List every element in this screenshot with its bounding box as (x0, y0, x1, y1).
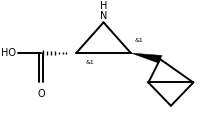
Text: O: O (37, 89, 45, 99)
Text: H: H (99, 1, 107, 11)
Polygon shape (130, 53, 161, 63)
Text: N: N (99, 11, 107, 21)
Text: &1: &1 (85, 60, 94, 65)
Text: HO: HO (1, 48, 16, 58)
Text: &1: &1 (134, 38, 143, 43)
